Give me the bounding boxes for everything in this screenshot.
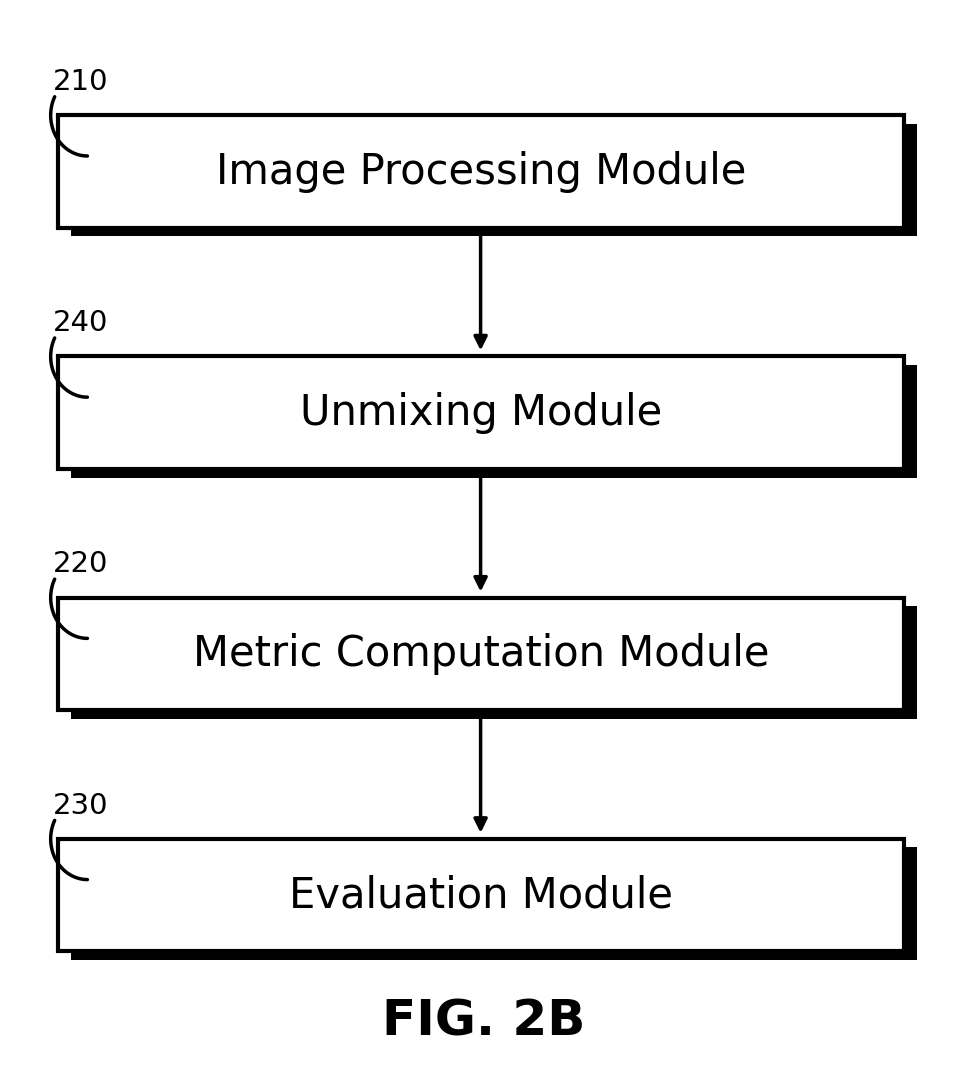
- Text: 210: 210: [53, 68, 108, 96]
- Text: Image Processing Module: Image Processing Module: [216, 150, 747, 193]
- FancyBboxPatch shape: [58, 598, 904, 710]
- FancyBboxPatch shape: [71, 607, 917, 719]
- FancyBboxPatch shape: [71, 124, 917, 237]
- Text: Evaluation Module: Evaluation Module: [289, 874, 673, 917]
- Text: Unmixing Module: Unmixing Module: [300, 391, 662, 434]
- FancyBboxPatch shape: [58, 838, 904, 952]
- FancyBboxPatch shape: [71, 847, 917, 961]
- FancyBboxPatch shape: [58, 356, 904, 470]
- Text: 230: 230: [53, 791, 108, 819]
- Text: 220: 220: [53, 550, 108, 579]
- Text: 240: 240: [53, 309, 108, 337]
- Text: Metric Computation Module: Metric Computation Module: [192, 632, 770, 675]
- Text: FIG. 2B: FIG. 2B: [382, 997, 585, 1045]
- FancyBboxPatch shape: [58, 116, 904, 228]
- FancyBboxPatch shape: [71, 366, 917, 478]
